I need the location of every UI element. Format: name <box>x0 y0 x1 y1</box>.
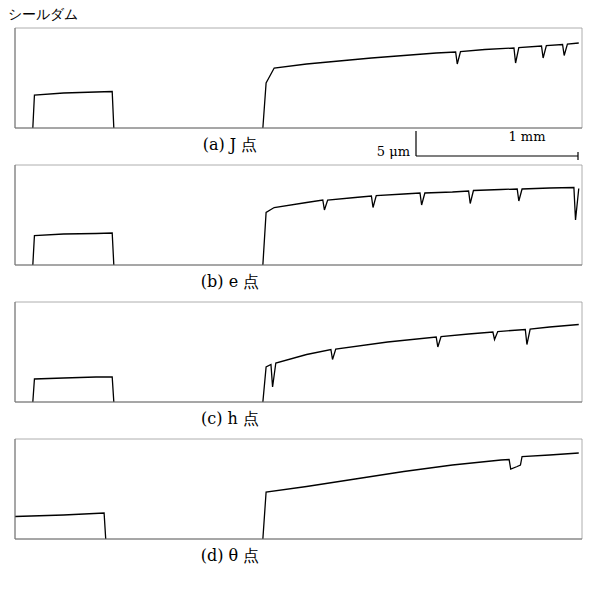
svg-text:5 μm: 5 μm <box>377 144 410 159</box>
html-text:(c) h 点: (c) h 点 <box>201 409 259 428</box>
html-text:シールダム: シールダム <box>8 6 78 22</box>
svg-text:1 mm: 1 mm <box>508 129 545 144</box>
html-text:(b) e 点: (b) e 点 <box>200 272 260 291</box>
html-text:(d) θ 点: (d) θ 点 <box>200 546 260 565</box>
html-text:(a) J 点: (a) J 点 <box>202 135 258 154</box>
